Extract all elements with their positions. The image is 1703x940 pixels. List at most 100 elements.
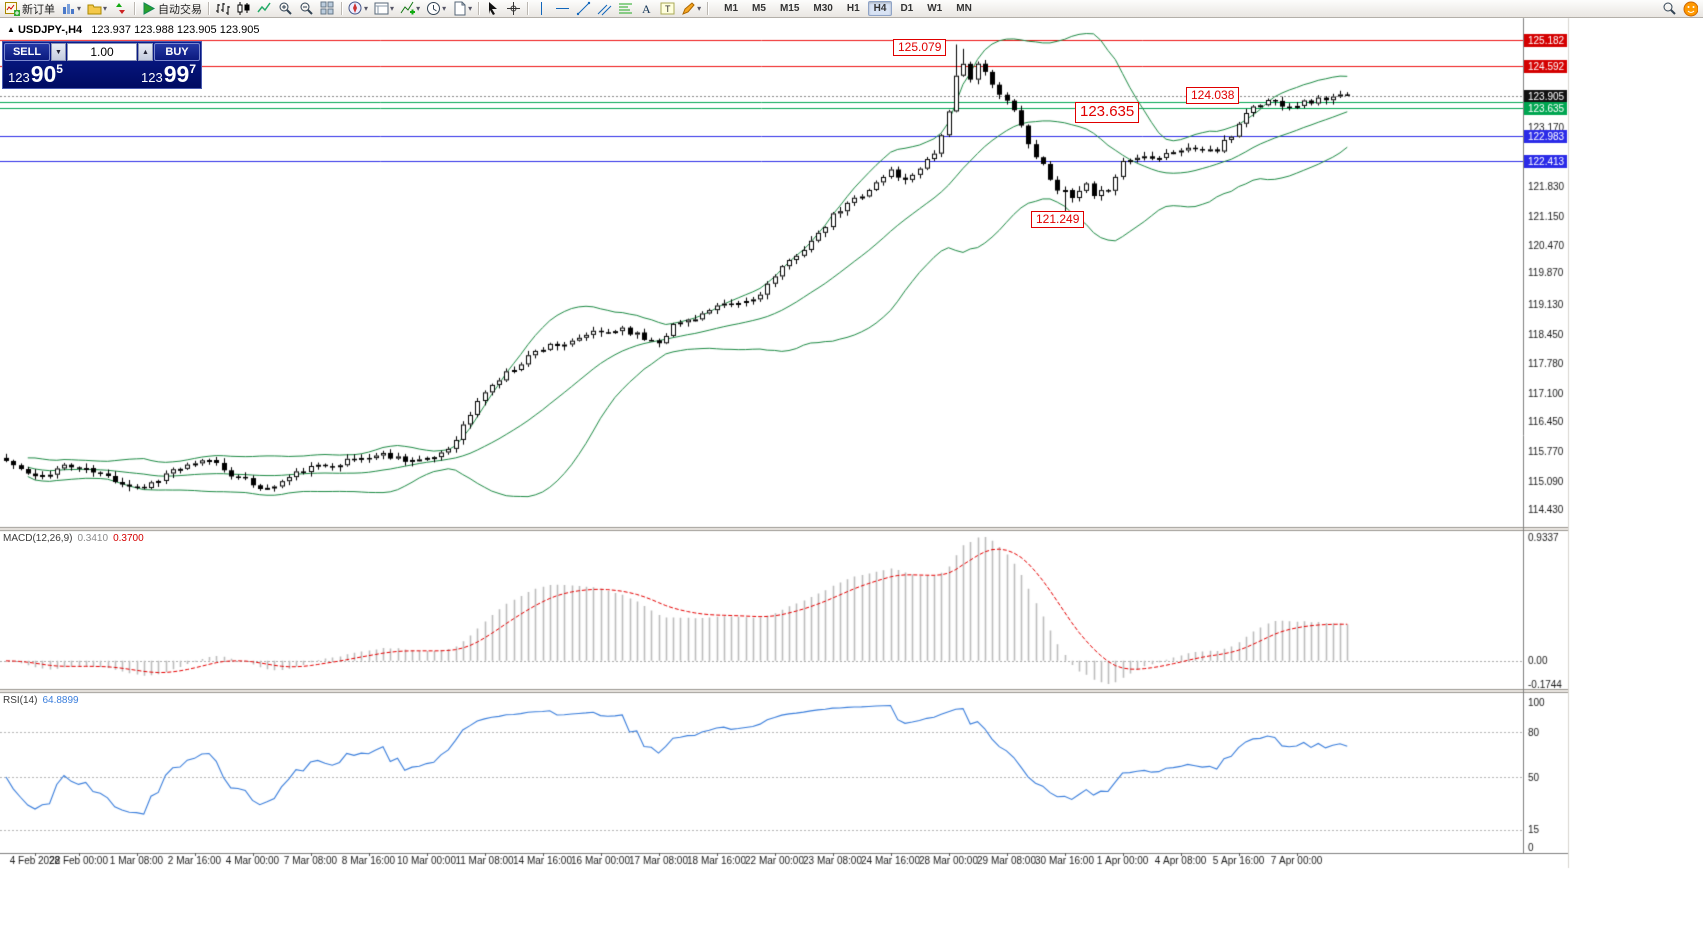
ohlc-values: 123.937 123.988 123.905 123.905: [91, 24, 260, 36]
navigator-button[interactable]: ▾: [345, 0, 371, 18]
chevron-down-icon: ▾: [390, 4, 395, 13]
trend-icon: [576, 1, 591, 16]
chevron-down-icon: ▾: [103, 4, 108, 13]
market-watch-button[interactable]: [110, 0, 131, 18]
bars-icon: [215, 1, 231, 16]
trendline-tool-button[interactable]: [573, 0, 594, 18]
vertical-line-tool-button[interactable]: [531, 0, 552, 18]
rsi-indicator-label: RSI(14) 64.8899: [3, 695, 79, 706]
symbol-name: USDJPY-,H4: [17, 24, 83, 36]
label-tool-button[interactable]: T: [657, 0, 678, 18]
buy-price[interactable]: 123997: [141, 61, 196, 87]
chevron-down-icon: ▾: [77, 4, 82, 13]
nav-icon: [348, 1, 363, 16]
community-button[interactable]: [1680, 0, 1701, 18]
price-callout[interactable]: 121.249: [1031, 211, 1085, 228]
search-icon: [1662, 1, 1677, 16]
textT-icon: T: [660, 1, 675, 16]
timeframe-h1-button[interactable]: H1: [846, 3, 860, 14]
chevron-down-icon: ▾: [468, 4, 473, 13]
timeframe-h4-button[interactable]: H4: [867, 1, 893, 16]
grid-icon: [320, 1, 335, 16]
price-callout[interactable]: 125.079: [893, 39, 947, 56]
auto-trading-button[interactable]: 自动交易: [138, 0, 205, 18]
auto-trading-label: 自动交易: [158, 3, 203, 16]
chevron-down-icon: ▾: [364, 4, 369, 13]
play-icon: [141, 1, 156, 16]
new-order-button[interactable]: 新订单: [2, 0, 58, 18]
candlestick-mode-button[interactable]: [233, 0, 254, 18]
horizontal-line-tool-button[interactable]: [552, 0, 573, 18]
macd-signal-value: 0.3700: [113, 533, 144, 544]
new-order-label: 新订单: [22, 3, 55, 16]
timeframe-m15-button[interactable]: M15: [779, 3, 800, 14]
template-icon: [452, 1, 467, 16]
timeframe-m30-button[interactable]: M30: [813, 3, 833, 14]
price-callout[interactable]: 124.038: [1186, 87, 1240, 104]
text-tool-button[interactable]: A: [636, 0, 657, 18]
tile-windows-button[interactable]: [317, 0, 338, 18]
symbol-marker: ▲: [7, 25, 15, 34]
rsi-name: RSI(14): [3, 695, 38, 706]
crosshair-icon: [506, 1, 521, 16]
buy-button[interactable]: BUY: [154, 43, 200, 61]
volume-decrease-button[interactable]: ▼: [51, 43, 66, 61]
vline-icon: [534, 1, 549, 16]
chartbars-icon: [61, 1, 76, 16]
timeframe-group: M1 M5 M15 M30 H1 H4 D1 W1 MN: [717, 1, 979, 16]
textA-icon: A: [639, 1, 654, 16]
indicators-button[interactable]: ▾: [397, 0, 423, 18]
indicators-icon: [400, 1, 416, 16]
bar-chart-mode-button[interactable]: [212, 0, 233, 18]
linechart-icon: [257, 1, 272, 16]
zoom-in-button[interactable]: [275, 0, 296, 18]
crosshair-tool-button[interactable]: [503, 0, 524, 18]
rsi-value: 64.8899: [42, 695, 79, 706]
macd-indicator-label: MACD(12,26,9) 0.3410 0.3700: [3, 533, 144, 544]
terminal-window-button[interactable]: ▾: [371, 0, 397, 18]
toolbar-separator: [527, 2, 529, 15]
zoom-out-button[interactable]: [296, 0, 317, 18]
clock-icon: [426, 1, 441, 16]
volume-input[interactable]: [67, 43, 137, 61]
periods-button[interactable]: ▾: [423, 0, 449, 18]
timeframe-m1-button[interactable]: M1: [724, 3, 739, 14]
channel-icon: [597, 1, 612, 16]
chart-ohlc-title: ▲ USDJPY-,H4 123.937 123.988 123.905 123…: [7, 24, 259, 36]
cursor-tool-button[interactable]: [482, 0, 503, 18]
profiles-icon: [87, 1, 102, 16]
fibonacci-tool-button[interactable]: [615, 0, 636, 18]
templates-button[interactable]: ▾: [449, 0, 475, 18]
new-chart-button[interactable]: ▾: [58, 0, 84, 18]
timeframe-w1-button[interactable]: W1: [927, 3, 943, 14]
quotes-icon: [113, 1, 128, 16]
candles-icon: [236, 1, 251, 16]
timeframe-d1-button[interactable]: D1: [900, 3, 914, 14]
toolbar-separator: [478, 2, 480, 15]
hline-icon: [555, 1, 570, 16]
zoomin-icon: [278, 1, 293, 16]
fibo-icon: [618, 1, 633, 16]
trade-prices-row: 123905 123997: [3, 62, 201, 90]
price-callout[interactable]: 123.635: [1075, 102, 1140, 123]
chevron-down-icon: ▾: [442, 4, 447, 13]
channel-tool-button[interactable]: [594, 0, 615, 18]
timeframe-m5-button[interactable]: M5: [752, 3, 766, 14]
arrows-tool-button[interactable]: ▾: [678, 0, 704, 18]
svg-text:T: T: [665, 4, 671, 14]
volume-increase-button[interactable]: ▲: [138, 43, 153, 61]
line-chart-mode-button[interactable]: [254, 0, 275, 18]
smiley-icon: [1683, 1, 1698, 16]
search-button[interactable]: [1659, 0, 1680, 18]
main-toolbar: 新订单 ▾ ▾ 自动交易 ▾ ▾ ▾ ▾ ▾ A T ▾ M1 M5 M15 M30 H1 H4 D1 W1 MN: [0, 0, 1703, 18]
timeframe-mn-button[interactable]: MN: [956, 3, 972, 14]
pencil-icon: [681, 1, 696, 16]
toolbar-separator: [208, 2, 210, 15]
sell-price[interactable]: 123905: [8, 61, 63, 87]
macd-main-value: 0.3410: [77, 533, 109, 544]
sell-button[interactable]: SELL: [4, 43, 50, 61]
trade-controls-row: SELL ▼ ▲ BUY: [3, 42, 201, 62]
profiles-button[interactable]: ▾: [84, 0, 110, 18]
